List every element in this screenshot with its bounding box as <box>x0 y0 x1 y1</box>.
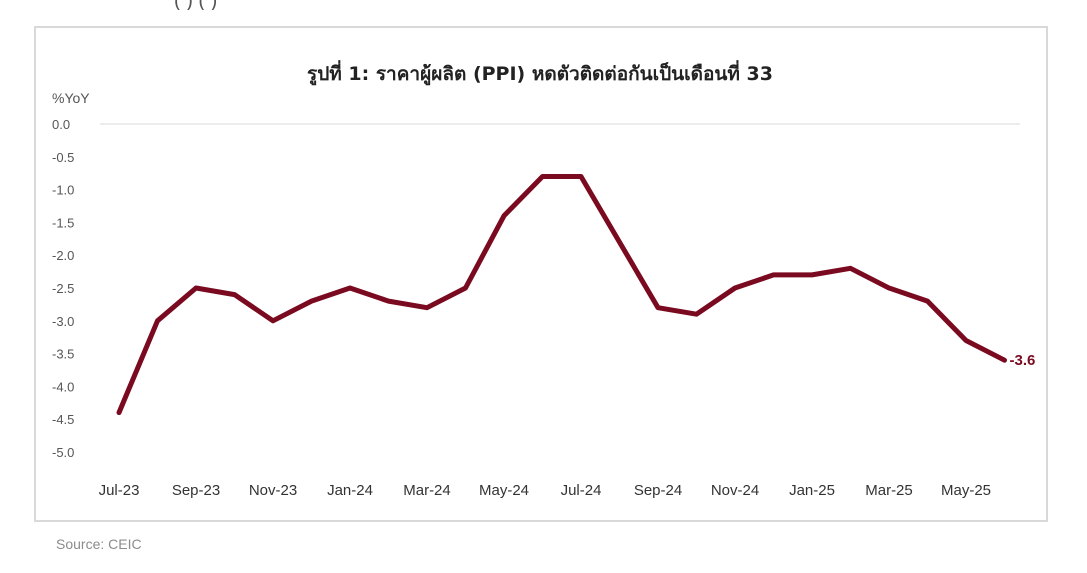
end-data-label: -3.6 <box>1010 352 1036 369</box>
x-tick-label: Jan-24 <box>327 482 373 499</box>
y-tick-label: -1.5 <box>52 215 74 230</box>
chart-title: รูปที่ 1: ราคาผู้ผลิต (PPI) หดตัวติดต่อก… <box>307 60 773 86</box>
x-tick-label: Jan-25 <box>789 482 835 499</box>
y-tick-label: -4.0 <box>52 379 74 394</box>
clipped-top-text: ( ) ( ) <box>0 0 1087 10</box>
y-tick-label: -3.5 <box>52 347 74 362</box>
x-tick-label: Nov-24 <box>711 482 759 499</box>
source-note: Source: CEIC <box>56 536 142 552</box>
x-tick-label: Nov-23 <box>249 482 297 499</box>
y-tick-label: -2.0 <box>52 248 74 263</box>
y-tick-label: -4.5 <box>52 412 74 427</box>
y-tick-label: -1.0 <box>52 183 74 198</box>
clipped-top-text-fragment: ( ) ( ) <box>174 0 217 10</box>
chart-frame <box>34 26 1048 522</box>
y-tick-label: 0.0 <box>52 117 70 132</box>
y-tick-label: -0.5 <box>52 150 74 165</box>
x-tick-label: Mar-24 <box>403 482 451 499</box>
y-axis-label: %YoY <box>52 90 90 106</box>
x-tick-label: Jul-24 <box>561 482 602 499</box>
x-tick-label: Jul-23 <box>99 482 140 499</box>
y-tick-label: -5.0 <box>52 445 74 460</box>
x-tick-label: Sep-24 <box>634 482 682 499</box>
x-tick-label: Sep-23 <box>172 482 220 499</box>
x-tick-label: May-24 <box>479 482 529 499</box>
y-tick-label: -2.5 <box>52 281 74 296</box>
x-tick-label: May-25 <box>941 482 991 499</box>
x-tick-label: Mar-25 <box>865 482 913 499</box>
series-line <box>116 174 1007 416</box>
y-tick-label: -3.0 <box>52 314 74 329</box>
